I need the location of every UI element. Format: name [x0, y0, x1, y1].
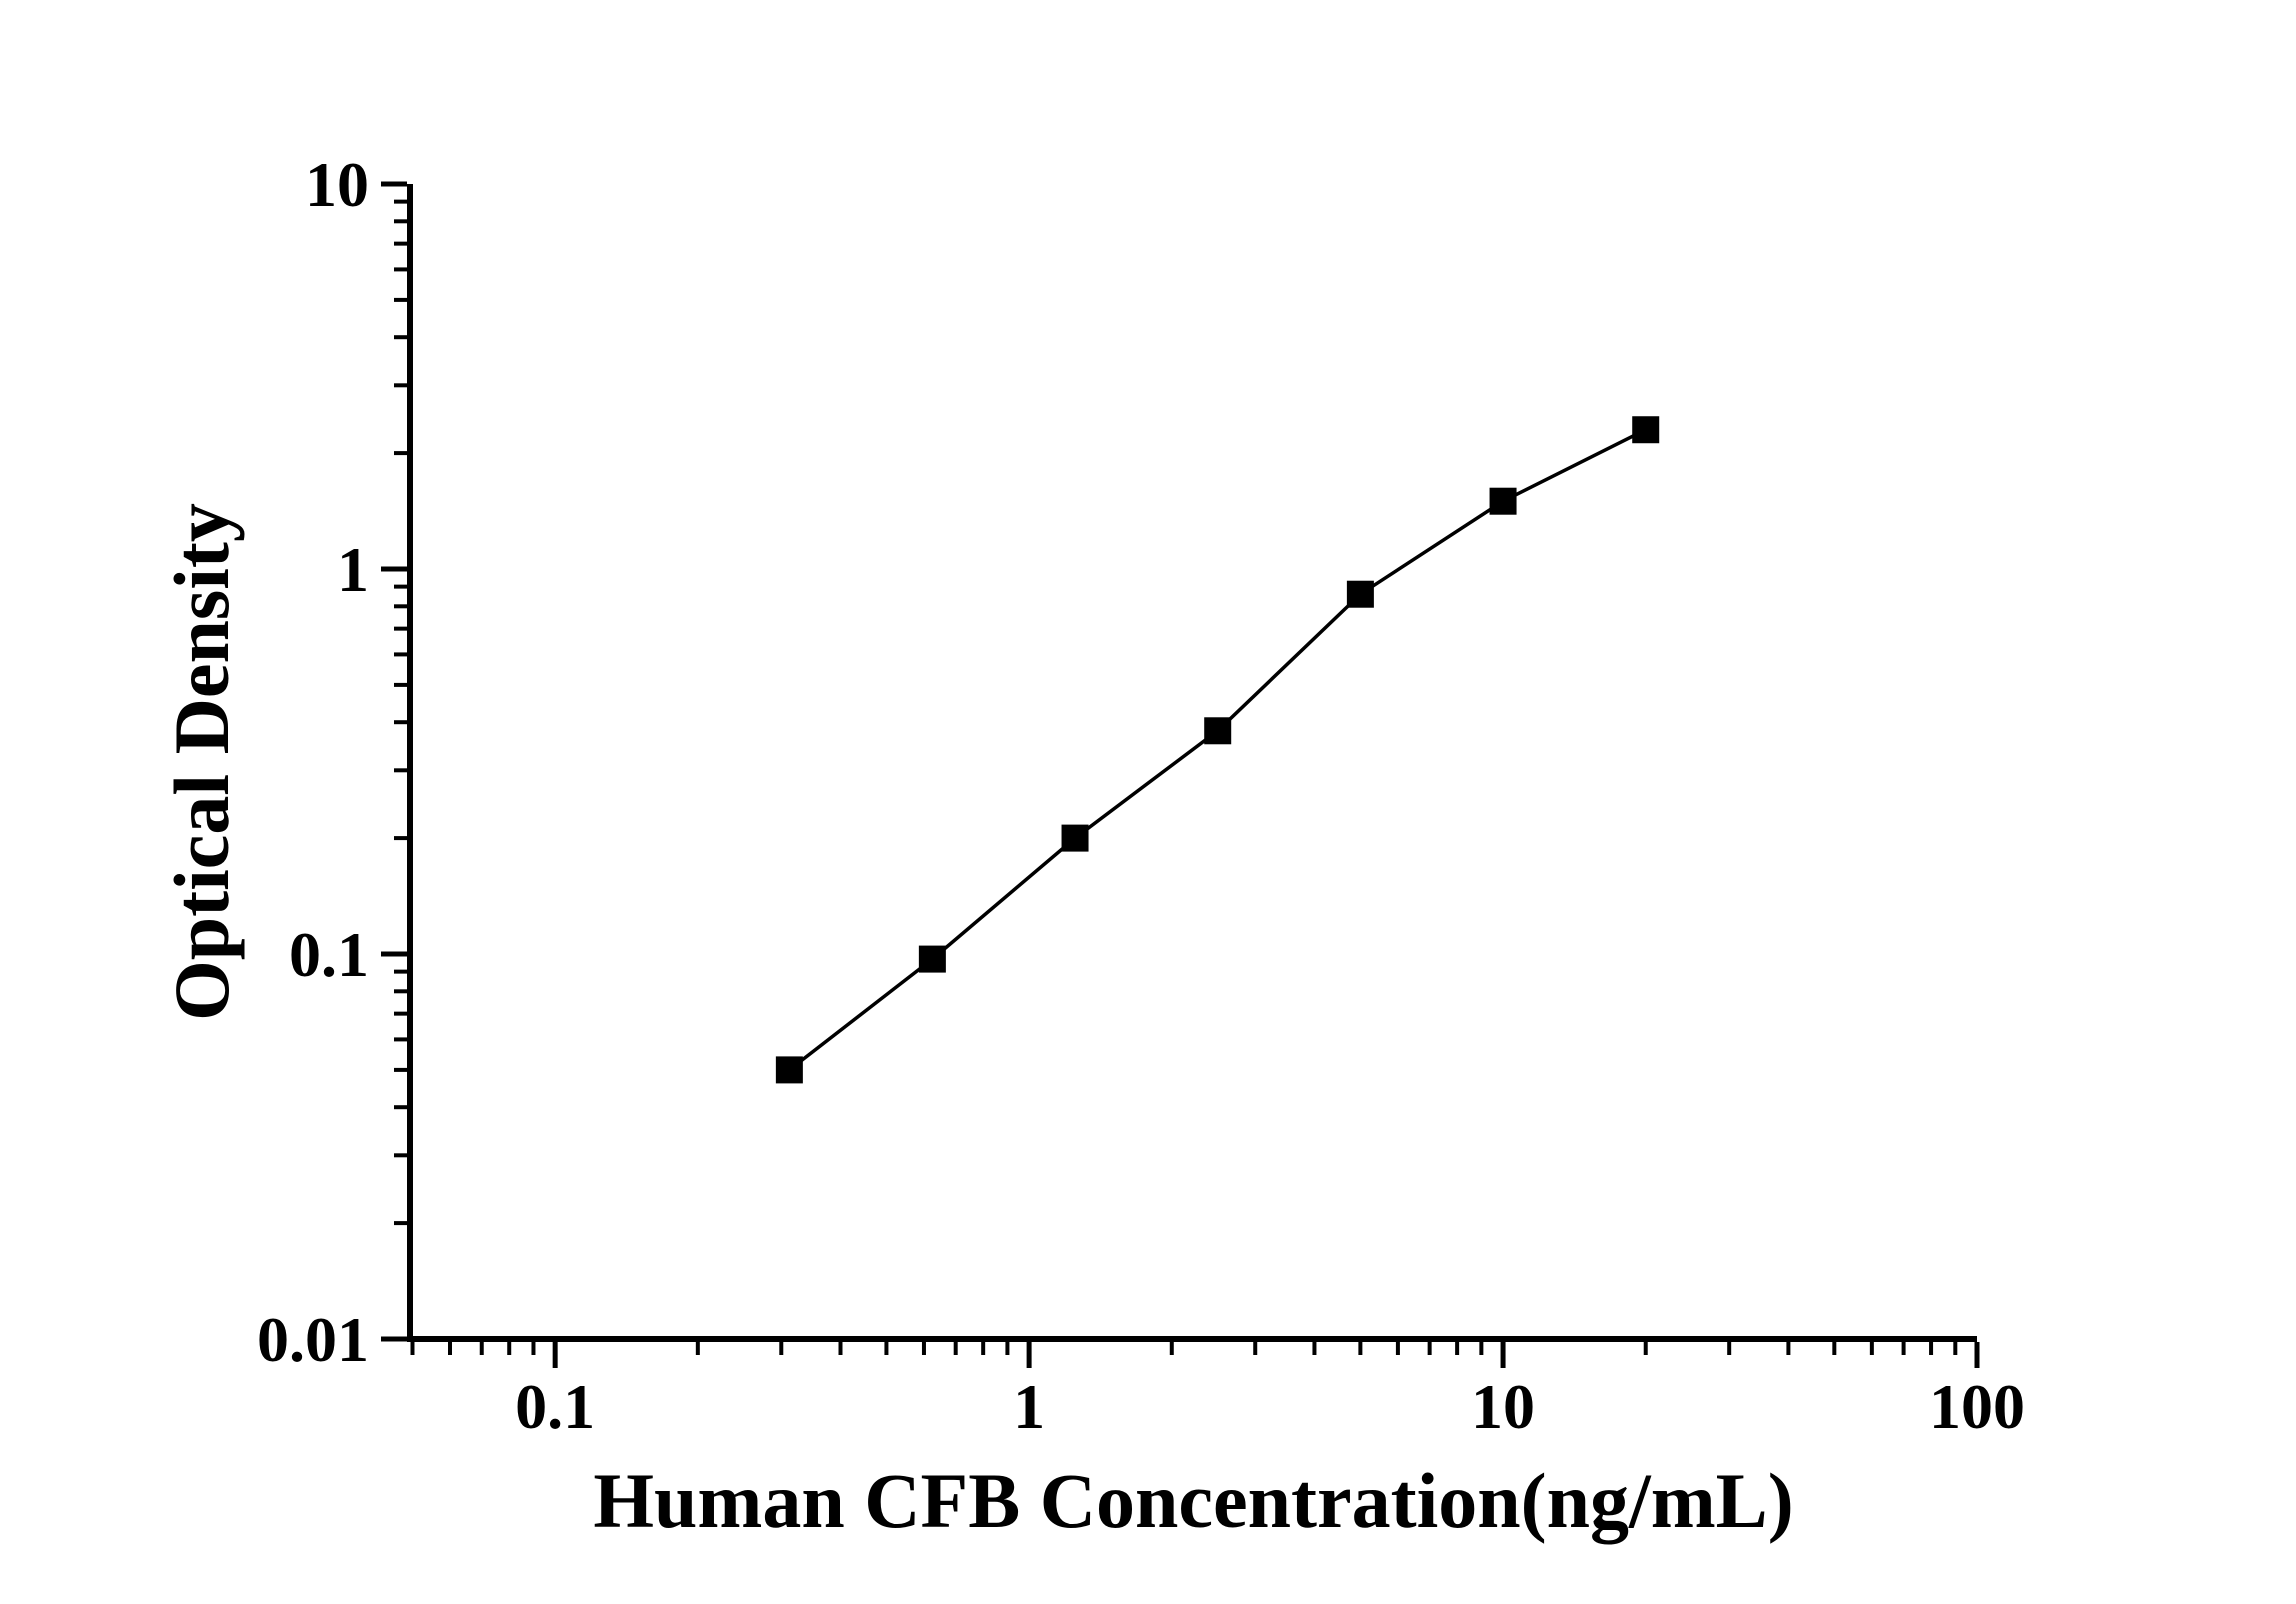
data-point-marker [1489, 487, 1517, 515]
data-point-marker [775, 1056, 803, 1084]
x-tick-label: 1 [1013, 1371, 1045, 1442]
y-axis-title: Optical Density [158, 503, 245, 1021]
data-point-marker [918, 945, 946, 973]
data-point-marker [1061, 824, 1089, 852]
series-line [788, 428, 1647, 1072]
y-tick-label: 1 [337, 534, 369, 605]
y-tick-label: 0.01 [257, 1304, 369, 1375]
data-point-marker [1204, 717, 1232, 745]
y-tick-label: 10 [305, 149, 369, 220]
x-axis-title: Human CFB Concentration(ng/mL) [593, 1457, 1794, 1544]
x-tick-label: 100 [1929, 1371, 2025, 1442]
data-point-marker [1346, 580, 1374, 608]
data-point-marker [1632, 416, 1660, 444]
y-tick-label: 0.1 [289, 919, 369, 990]
x-tick-label: 0.1 [515, 1371, 595, 1442]
x-tick-label: 10 [1471, 1371, 1535, 1442]
